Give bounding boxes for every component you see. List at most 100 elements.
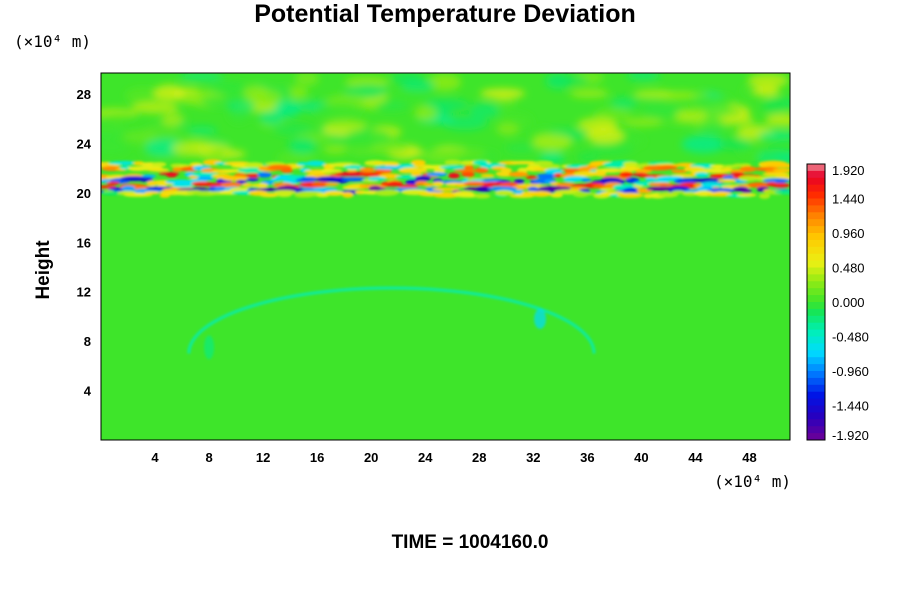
band-streak: [576, 192, 596, 196]
wave-patch: [675, 108, 707, 123]
x-axis-unit: (×10⁴ m): [714, 472, 792, 491]
band-streak: [710, 164, 726, 169]
band-streak: [259, 192, 280, 198]
band-streak: [771, 183, 790, 188]
colorbar-segment: [807, 322, 825, 331]
band-streak: [378, 173, 402, 179]
arc-stroke: [187, 286, 596, 354]
wave-patch: [401, 79, 436, 92]
band-streak: [171, 183, 194, 188]
band-streak: [645, 177, 657, 182]
band-streak: [530, 190, 552, 197]
y-axis-unit: (×10⁴ m): [14, 32, 92, 51]
colorbar-tick-label: 1.920: [832, 163, 865, 178]
band-streak: [670, 169, 688, 173]
y-tick-label: 16: [77, 235, 91, 250]
band-streak: [509, 160, 539, 165]
colorbar-tick-label: -1.920: [832, 428, 869, 443]
band-streak: [738, 175, 758, 182]
band-streak: [739, 166, 757, 173]
band-streak: [572, 171, 601, 177]
colorbar-segment: [807, 405, 825, 413]
band-streak: [508, 171, 529, 178]
band-streak: [593, 170, 607, 177]
band-streak: [244, 162, 265, 169]
colorbar-tick-label: -1.440: [832, 399, 869, 414]
band-streak: [221, 176, 250, 181]
band-streak: [775, 179, 787, 184]
band-streak: [762, 172, 790, 176]
band-streak: [717, 179, 739, 183]
colorbar-segment: [807, 288, 825, 296]
wave-patch: [532, 133, 573, 151]
wave-patch: [414, 105, 438, 121]
band-streak: [706, 188, 737, 193]
band-streak: [121, 185, 136, 192]
band-streak: [341, 176, 367, 182]
band-streak: [245, 177, 259, 182]
wave-patch: [272, 122, 314, 136]
wave-patch: [370, 142, 409, 155]
wave-patch: [348, 140, 376, 151]
band-streak: [280, 167, 294, 174]
colorbar-segment: [807, 260, 825, 268]
band-streak: [480, 174, 495, 178]
band-streak: [220, 182, 242, 188]
wave-patch: [388, 88, 436, 104]
band-streak: [415, 175, 431, 182]
colorbar-segment: [807, 302, 825, 310]
wave-patch: [250, 89, 282, 106]
band-streak: [646, 186, 675, 192]
band-streak: [496, 171, 514, 177]
band-streak: [657, 192, 679, 198]
wave-patch: [187, 126, 217, 136]
colorbar-segment: [807, 391, 825, 400]
arc-spot: [204, 335, 215, 360]
band-streak: [426, 172, 448, 177]
y-tick-label: 8: [84, 334, 91, 349]
wave-patch: [179, 73, 223, 81]
band-streak: [740, 188, 752, 194]
band-streak: [448, 172, 460, 179]
band-streak: [273, 190, 297, 195]
band-streak: [432, 187, 460, 191]
band-streak: [494, 190, 514, 196]
x-tick-label: 40: [634, 450, 648, 465]
wave-patch: [344, 84, 387, 99]
band-streak: [359, 167, 376, 173]
band-streak: [120, 160, 131, 166]
colorbar-frame: [806, 163, 826, 441]
wave-patch: [621, 117, 664, 127]
wave-patch: [124, 87, 161, 105]
wave-patch: [192, 143, 231, 152]
wave-patch: [539, 152, 565, 164]
wave-patch: [101, 122, 124, 141]
colorbar-tick-label: 0.000: [832, 295, 865, 310]
band-streak: [170, 179, 193, 185]
wave-patch: [747, 73, 789, 88]
band-streak: [147, 168, 170, 172]
wave-patch: [641, 103, 684, 119]
chart-title: Potential Temperature Deviation: [254, 0, 636, 28]
band-streak: [433, 168, 446, 174]
strong-deviation-band: [101, 159, 790, 199]
band-streak: [166, 172, 177, 178]
wave-patch: [153, 84, 185, 101]
colorbar-segment: [807, 384, 825, 393]
y-tick-label: 28: [77, 87, 91, 102]
wave-patch: [468, 102, 500, 119]
plot-frame: [100, 72, 791, 441]
band-streak: [657, 165, 678, 170]
x-tick-label: 24: [418, 450, 433, 465]
arc-feature: [187, 286, 596, 360]
wave-patch: [701, 105, 743, 118]
colorbar-segment: [807, 177, 825, 186]
colorbar-segment: [807, 281, 825, 289]
colorbar-segment: [807, 219, 825, 227]
band-streak: [599, 187, 615, 191]
wave-patch: [103, 112, 139, 121]
time-label: TIME = 1004160.0: [391, 532, 549, 553]
band-streak: [472, 159, 488, 166]
band-streak: [550, 193, 563, 198]
x-tick-label: 16: [310, 450, 324, 465]
